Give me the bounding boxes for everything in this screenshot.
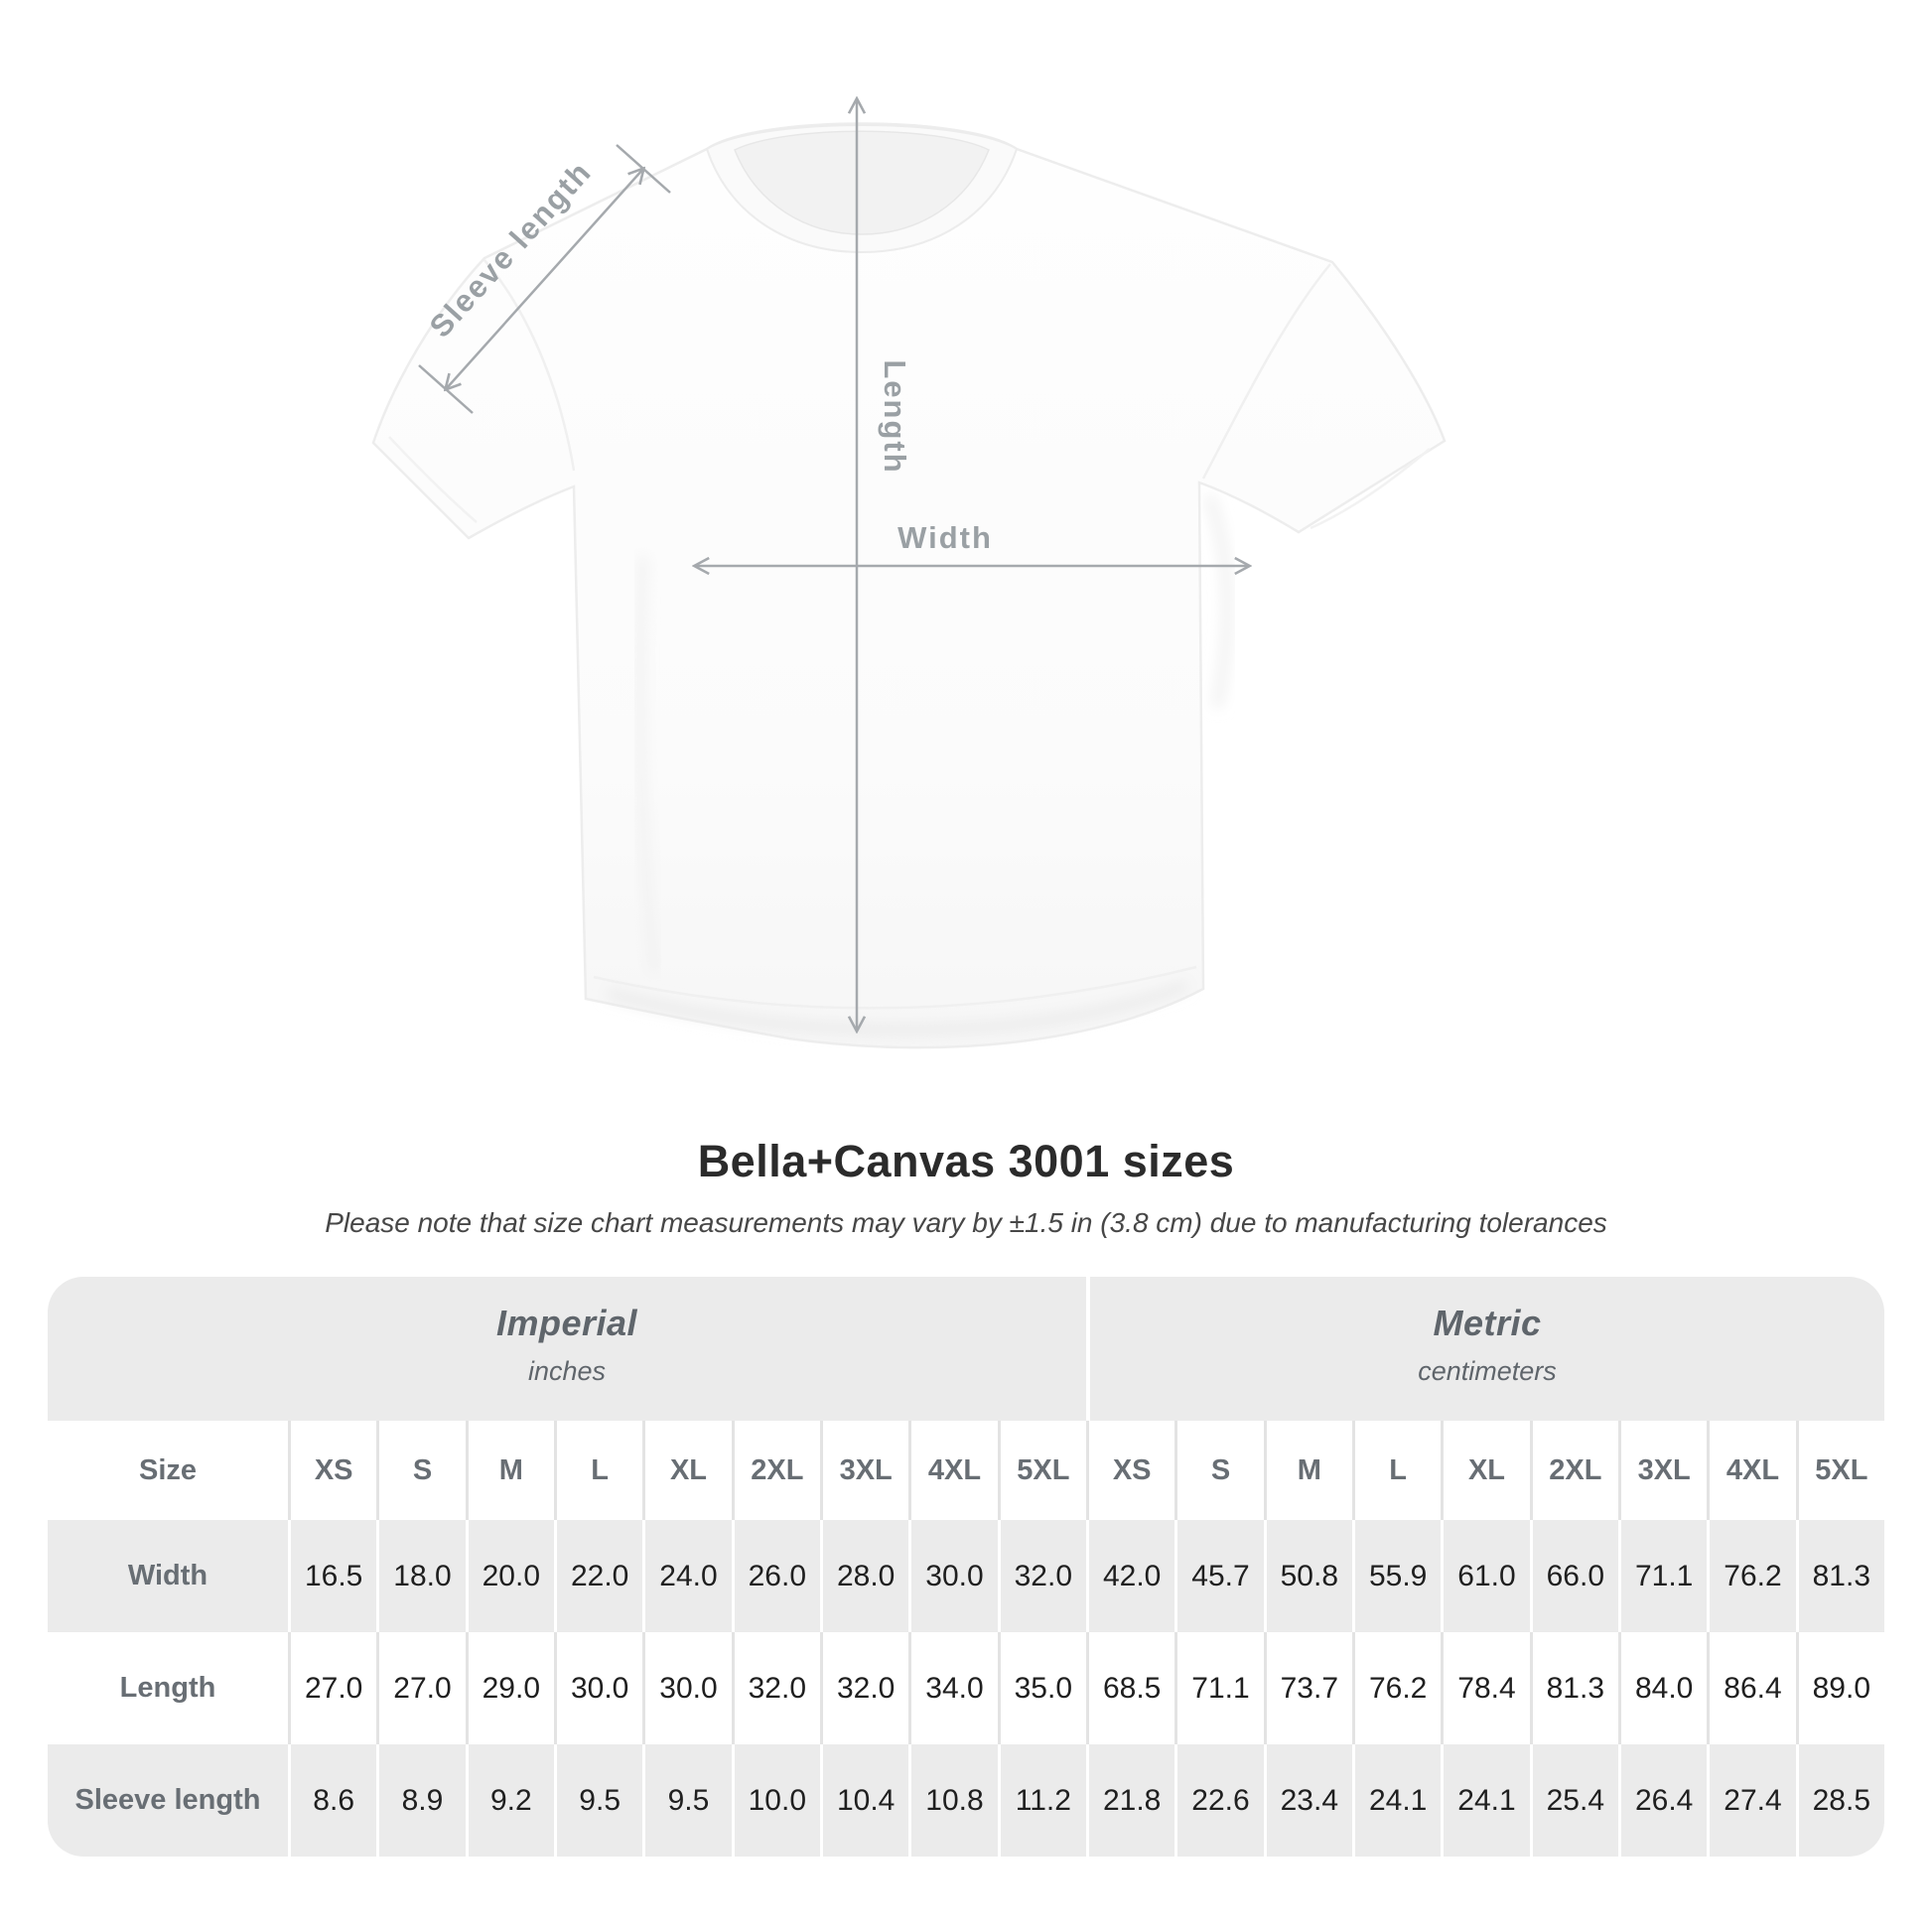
value-cell: 26.4 (1618, 1744, 1707, 1857)
value-cell: 24.1 (1352, 1744, 1441, 1857)
size-header-cell: M (465, 1421, 554, 1520)
value-cell: 24.1 (1441, 1744, 1529, 1857)
size-header-cell: 3XL (820, 1421, 908, 1520)
size-header-cell: XS (1086, 1421, 1174, 1520)
size-header-cell: L (554, 1421, 642, 1520)
value-cell: 30.0 (554, 1632, 642, 1744)
value-cell: 8.6 (288, 1744, 376, 1857)
value-cell: 28.0 (820, 1520, 908, 1632)
value-cell: 10.8 (908, 1744, 997, 1857)
value-cell: 73.7 (1263, 1632, 1352, 1744)
value-cell: 45.7 (1174, 1520, 1263, 1632)
value-cell: 23.4 (1263, 1744, 1352, 1857)
value-cell: 9.5 (642, 1744, 731, 1857)
tshirt-measurement-diagram: Sleeve length Length Width (371, 0, 1447, 1049)
value-cell: 89.0 (1795, 1632, 1884, 1744)
size-column-header: Size (138, 1453, 198, 1486)
unit-group-label: Imperial (495, 1303, 638, 1343)
length-label: Length (878, 359, 912, 474)
value-cell: 22.6 (1174, 1744, 1263, 1857)
row-label: Length (119, 1672, 216, 1704)
value-cell: 28.5 (1795, 1744, 1884, 1857)
size-header-cell: XL (1441, 1421, 1529, 1520)
value-cell: 35.0 (997, 1632, 1086, 1744)
size-header-cell: XS (288, 1421, 376, 1520)
value-cell: 22.0 (554, 1520, 642, 1632)
size-header-cell: M (1263, 1421, 1352, 1520)
unit-group-label: Metric (1433, 1303, 1542, 1343)
value-cell: 10.0 (731, 1744, 820, 1857)
value-cell: 10.4 (820, 1744, 908, 1857)
table-row: Width 16.5 18.0 20.0 22.0 24.0 26.0 28.0 30.0 32.… (48, 1520, 1884, 1632)
size-header-cell: 3XL (1618, 1421, 1707, 1520)
unit-group-sublabel: inches (527, 1356, 607, 1386)
row-label: Width (127, 1560, 208, 1591)
value-cell: 71.1 (1174, 1632, 1263, 1744)
sleeve-length-arrow (418, 144, 671, 414)
value-cell: 71.1 (1618, 1520, 1707, 1632)
table-row: Sleeve length 8.6 8.9 9.2 9.5 9.5 10.0 10.4 10.8… (48, 1744, 1884, 1857)
tshirt-image (371, 122, 1447, 1049)
unit-group-imperial: Imperial inches (48, 1277, 1086, 1421)
size-header-cell: 5XL (997, 1421, 1086, 1520)
value-cell: 30.0 (642, 1632, 731, 1744)
value-cell: 34.0 (908, 1632, 997, 1744)
value-cell: 76.2 (1352, 1632, 1441, 1744)
value-cell: 55.9 (1352, 1520, 1441, 1632)
width-label: Width (897, 520, 993, 555)
value-cell: 61.0 (1441, 1520, 1529, 1632)
value-cell: 18.0 (376, 1520, 465, 1632)
size-table: Imperial inches Metric centimeters Size XS S M L… (48, 1277, 1884, 1857)
value-cell: 9.2 (465, 1744, 554, 1857)
value-cell: 32.0 (997, 1520, 1086, 1632)
size-header-cell: 5XL (1795, 1421, 1884, 1520)
value-cell: 32.0 (820, 1632, 908, 1744)
value-cell: 27.0 (288, 1632, 376, 1744)
value-cell: 50.8 (1263, 1520, 1352, 1632)
size-header-cell: 2XL (731, 1421, 820, 1520)
value-cell: 76.2 (1707, 1520, 1795, 1632)
value-cell: 16.5 (288, 1520, 376, 1632)
value-cell: 86.4 (1707, 1632, 1795, 1744)
value-cell: 29.0 (465, 1632, 554, 1744)
value-cell: 66.0 (1529, 1520, 1618, 1632)
value-cell: 81.3 (1529, 1632, 1618, 1744)
value-cell: 20.0 (465, 1520, 554, 1632)
tolerance-note: Please note that size chart measurements… (325, 1207, 1607, 1238)
row-label: Sleeve length (74, 1784, 261, 1816)
value-cell: 8.9 (376, 1744, 465, 1857)
value-cell: 27.4 (1707, 1744, 1795, 1857)
value-cell: 9.5 (554, 1744, 642, 1857)
size-header-cell: 2XL (1529, 1421, 1618, 1520)
value-cell: 27.0 (376, 1632, 465, 1744)
value-cell: 26.0 (731, 1520, 820, 1632)
size-header-cell: 4XL (908, 1421, 997, 1520)
unit-group-metric: Metric centimeters (1086, 1277, 1884, 1421)
value-cell: 11.2 (997, 1744, 1086, 1857)
value-cell: 25.4 (1529, 1744, 1618, 1857)
value-cell: 81.3 (1795, 1520, 1884, 1632)
size-header-cell: XL (642, 1421, 731, 1520)
value-cell: 68.5 (1086, 1632, 1174, 1744)
value-cell: 24.0 (642, 1520, 731, 1632)
size-header-cell: S (1174, 1421, 1263, 1520)
size-header-cell: S (376, 1421, 465, 1520)
size-header-cell: 4XL (1707, 1421, 1795, 1520)
unit-group-sublabel: centimeters (1418, 1356, 1557, 1386)
units-header-band: Imperial inches Metric centimeters (48, 1277, 1884, 1421)
value-cell: 32.0 (731, 1632, 820, 1744)
page-title: Bella+Canvas 3001 sizes (697, 1136, 1235, 1186)
value-cell: 30.0 (908, 1520, 997, 1632)
value-cell: 21.8 (1086, 1744, 1174, 1857)
value-cell: 78.4 (1441, 1632, 1529, 1744)
value-cell: 84.0 (1618, 1632, 1707, 1744)
size-header-cell: L (1352, 1421, 1441, 1520)
value-cell: 42.0 (1086, 1520, 1174, 1632)
size-header-band: Size XS S M L XL 2XL 3XL 4XL 5XL XS S M L XL 2XL 3XL 4XL 5… (48, 1421, 1884, 1520)
table-row: Length 27.0 27.0 29.0 30.0 30.0 32.0 32.0 34.0 35… (48, 1632, 1884, 1744)
